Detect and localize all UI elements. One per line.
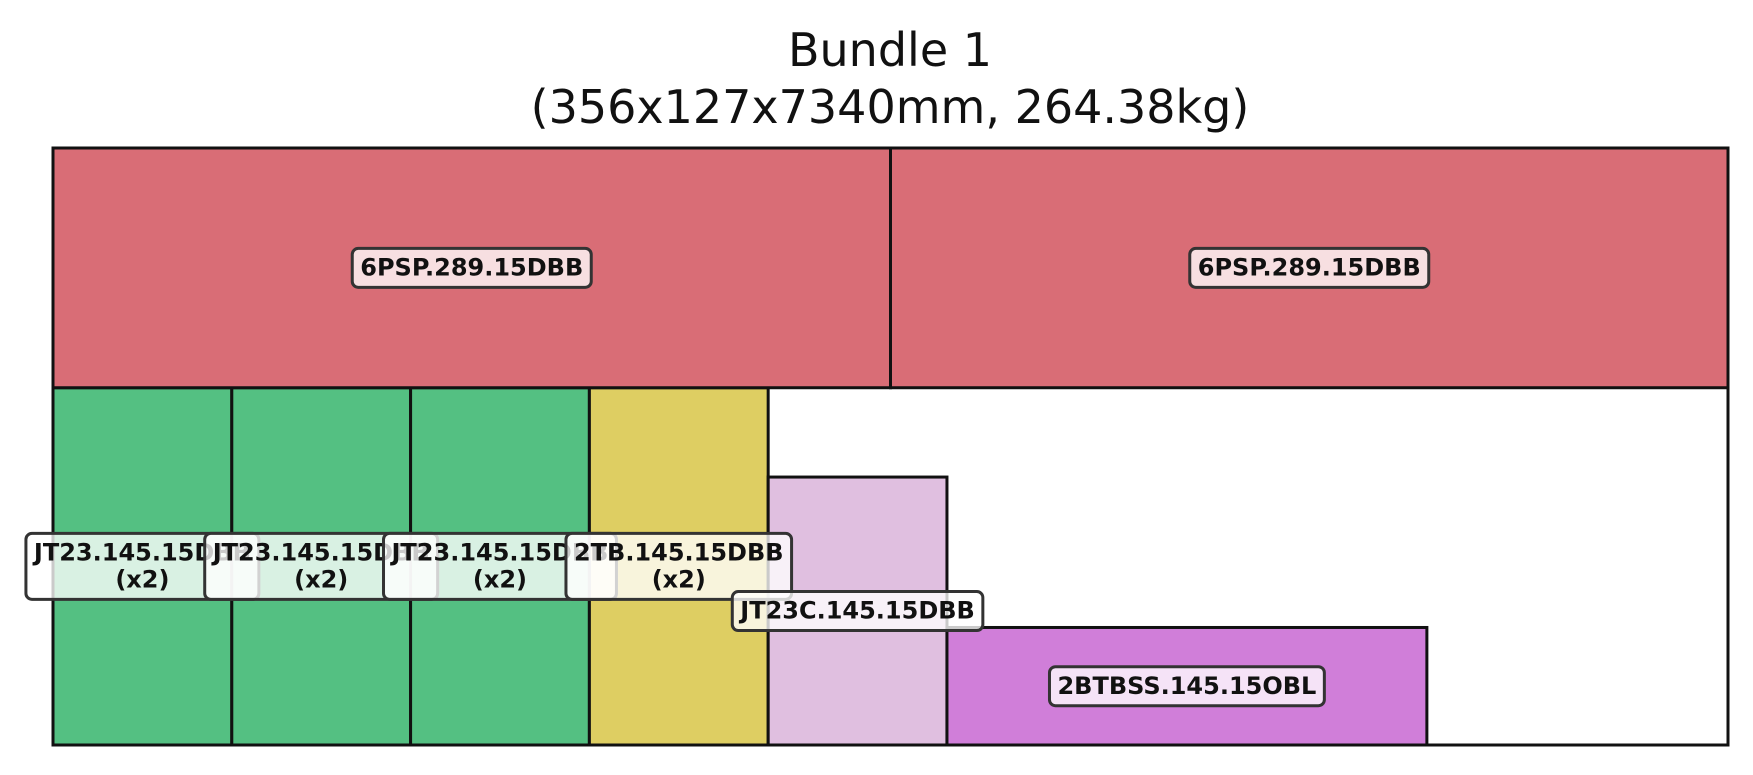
item-label: JT23C.145.15DBB	[730, 590, 985, 633]
item-label-box	[730, 590, 985, 633]
item-label-box	[1188, 246, 1431, 289]
item-label-count: (x2)	[473, 565, 527, 593]
labels-layer: JT23.145.15DBB(x2)JT23.145.15DBB(x2)JT23…	[24, 246, 1431, 708]
item-label-name: 2BTBSS.145.15OBL	[1057, 672, 1316, 700]
item-label-name: 6PSP.289.15DBB	[360, 253, 583, 281]
item-label-count: (x2)	[652, 565, 706, 593]
item-label-name: 2TB.145.15DBB	[574, 538, 784, 566]
item-label-count: (x2)	[294, 565, 348, 593]
item-label-name: JT23C.145.15DBB	[738, 597, 975, 625]
item-label-box	[1047, 665, 1326, 708]
item-label: 6PSP.289.15DBB	[350, 246, 593, 289]
item-label: 6PSP.289.15DBB	[1188, 246, 1431, 289]
chart-title: Bundle 1	[788, 23, 992, 77]
item-label: 2BTBSS.145.15OBL	[1047, 665, 1326, 708]
item-label-box	[350, 246, 593, 289]
item-label-name: 6PSP.289.15DBB	[1198, 253, 1421, 281]
item-label: 2TB.145.15DBB(x2)	[564, 531, 794, 601]
chart-subtitle: (356x127x7340mm, 264.38kg)	[531, 80, 1250, 134]
item-label-count: (x2)	[115, 565, 169, 593]
items-layer	[51, 146, 1730, 747]
item-label-box	[564, 531, 794, 601]
